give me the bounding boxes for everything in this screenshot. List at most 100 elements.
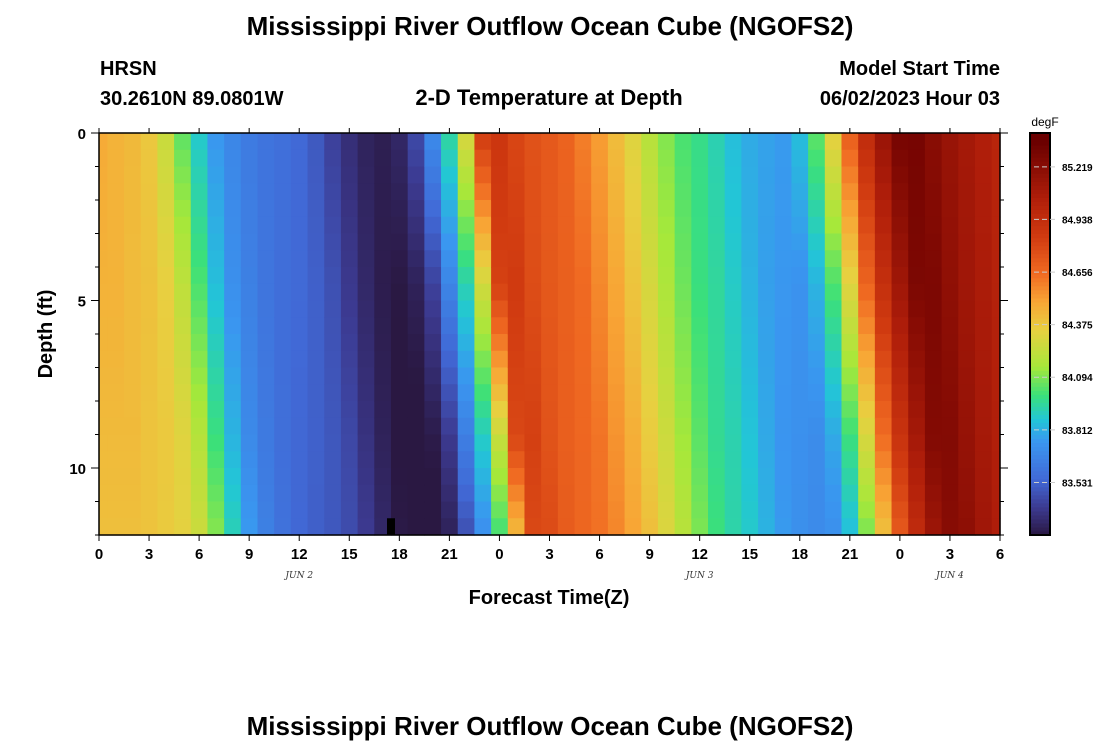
heatmap-cell [257, 149, 275, 168]
heatmap-cell [99, 183, 108, 201]
heatmap-cell [140, 250, 158, 268]
heatmap-cell [974, 384, 993, 402]
heatmap-cell [524, 149, 542, 168]
heatmap-cell [340, 283, 359, 302]
heatmap-cell [574, 434, 592, 452]
heatmap-cell [190, 401, 209, 419]
heatmap-cell [607, 417, 626, 436]
heatmap-cell [924, 434, 943, 452]
heatmap-cell [441, 317, 459, 335]
heatmap-cell [124, 300, 142, 318]
heatmap-cell [657, 250, 676, 268]
heatmap-cell [591, 518, 609, 536]
heatmap-cell [591, 300, 609, 318]
heatmap-cell [274, 166, 292, 184]
heatmap-cell [307, 317, 325, 335]
heatmap-cell [858, 283, 876, 302]
heatmap-cell [491, 267, 509, 285]
heatmap-cell [407, 200, 425, 218]
heatmap-cell [958, 451, 976, 469]
heatmap-cell [140, 267, 158, 285]
heatmap-cell [274, 283, 292, 302]
heatmap-cell [774, 250, 793, 268]
heatmap-cell [174, 350, 192, 369]
heatmap-cell [407, 451, 425, 469]
heatmap-cell [157, 267, 175, 285]
heatmap-cell [924, 233, 943, 251]
heatmap-cell [808, 350, 826, 369]
heatmap-cell [207, 300, 225, 318]
heatmap-cell [674, 200, 692, 218]
heatmap-cell [290, 518, 309, 536]
heatmap-cell [724, 350, 742, 369]
heatmap-cell [174, 367, 192, 385]
heatmap-cell [991, 300, 1001, 318]
heatmap-cell [591, 367, 609, 385]
heatmap-cell [657, 334, 676, 352]
heatmap-cell [190, 367, 209, 385]
x-tick-label: 15 [341, 546, 358, 563]
heatmap-cell [758, 401, 776, 419]
heatmap-cell [974, 166, 993, 184]
heatmap-cell [908, 367, 926, 385]
heatmap-cell [791, 216, 809, 235]
heatmap-cell [624, 384, 642, 402]
colorbar-segment [1030, 157, 1050, 162]
heatmap-cell [324, 233, 342, 251]
heatmap-cell [908, 250, 926, 268]
heatmap-cell [924, 166, 943, 184]
heatmap-cell [390, 501, 409, 519]
heatmap-cell [257, 166, 275, 184]
heatmap-cell [908, 334, 926, 352]
heatmap-cell [407, 216, 425, 235]
heatmap-cell [791, 468, 809, 486]
heatmap-cell [407, 166, 425, 184]
heatmap-cell [474, 166, 492, 184]
heatmap-cell [674, 149, 692, 168]
heatmap-cell [624, 417, 642, 436]
heatmap-cell [207, 133, 225, 151]
colorbar-frame [1029, 132, 1051, 536]
colorbar-segment [1030, 329, 1050, 335]
heatmap-cell [724, 133, 742, 151]
heatmap-cell [274, 233, 292, 251]
heatmap-cell [491, 451, 509, 469]
heatmap-cell [190, 133, 209, 151]
heatmap-cell [99, 401, 108, 419]
heatmap-cell [157, 367, 175, 385]
heatmap-cell [557, 451, 576, 469]
heatmap-cell [99, 300, 108, 318]
station-name: HRSN [100, 58, 157, 80]
colorbar-segment [1030, 342, 1050, 347]
heatmap-cell [724, 384, 742, 402]
heatmap-cell [557, 484, 576, 503]
heatmap-cell [174, 384, 192, 402]
heatmap-cell [541, 166, 559, 184]
heatmap-cell [708, 384, 726, 402]
colorbar-segment [1030, 213, 1050, 219]
heatmap-cell [357, 233, 375, 251]
heatmap-cell [574, 233, 592, 251]
heatmap-cell [724, 267, 742, 285]
heatmap-cell [290, 200, 309, 218]
heatmap-cell [758, 518, 776, 536]
heatmap-cell [824, 350, 843, 369]
colorbar-segment [1030, 169, 1050, 174]
heatmap-cell [324, 417, 342, 436]
heatmap-cell [157, 183, 175, 201]
heatmap-cell [224, 133, 242, 151]
heatmap-cell [99, 250, 108, 268]
heatmap-cell [307, 417, 325, 436]
colorbar-tick-label: 83.531 [1062, 478, 1093, 489]
heatmap-cell [424, 300, 442, 318]
heatmap-cell [290, 451, 309, 469]
heatmap-cell [441, 367, 459, 385]
colorbar-segment [1030, 141, 1050, 146]
heatmap-cell [891, 468, 909, 486]
heatmap-cell [390, 250, 409, 268]
heatmap-cell [224, 200, 242, 218]
heatmap-cell [524, 417, 542, 436]
heatmap-cell [791, 434, 809, 452]
heatmap-cell [441, 384, 459, 402]
heatmap-cell [107, 283, 125, 302]
